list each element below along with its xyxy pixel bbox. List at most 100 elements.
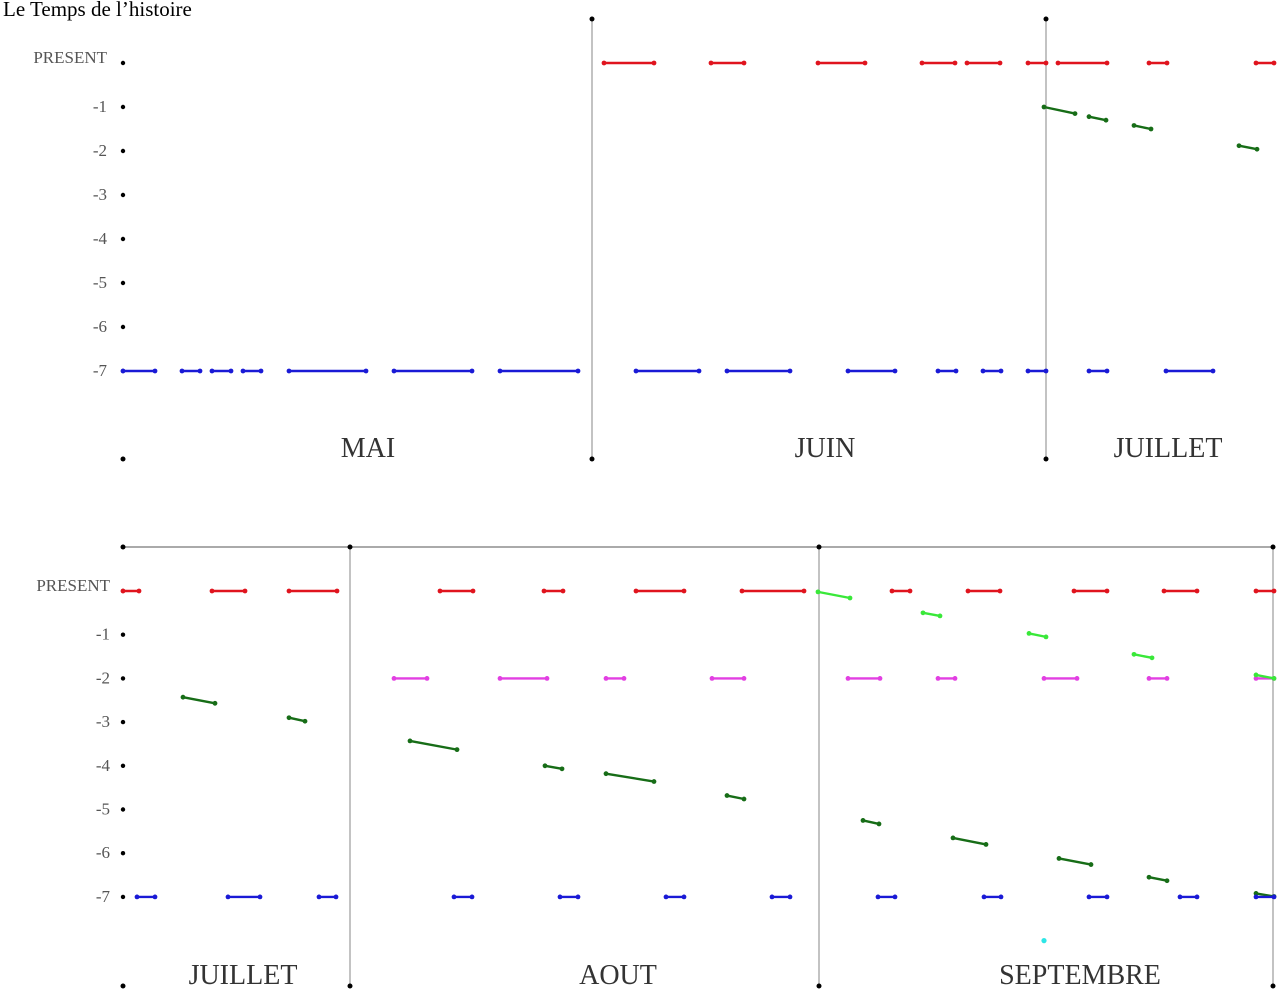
segment-endpoint — [815, 60, 821, 66]
segment-endpoint — [724, 793, 730, 798]
segment-endpoint — [197, 368, 203, 374]
segment-endpoint — [1271, 676, 1277, 681]
segment-endpoint — [1253, 672, 1259, 678]
segment-endpoint — [787, 894, 793, 900]
segment-endpoint — [1148, 126, 1154, 132]
segment-endpoint — [935, 368, 941, 374]
segment-endpoint — [559, 766, 565, 772]
segment-endpoint — [1177, 894, 1183, 900]
level-label: -5 — [96, 800, 110, 819]
timeline-segment-green — [1057, 857, 1093, 866]
segment-endpoint — [557, 894, 563, 900]
segment-endpoint — [952, 676, 958, 681]
segment-endpoint — [1146, 60, 1152, 66]
segment-endpoint — [815, 589, 821, 595]
segment-endpoint — [892, 894, 898, 900]
segment-endpoint — [1164, 60, 1170, 66]
segment-endpoint — [469, 368, 475, 374]
divider-top-dot — [1270, 544, 1276, 550]
segment-endpoint — [603, 771, 609, 777]
level-label: PRESENT — [33, 48, 107, 67]
segment-endpoint — [964, 60, 970, 66]
divider-bottom-dot — [347, 983, 353, 989]
segment-endpoint — [454, 747, 460, 753]
segment-endpoint — [1088, 862, 1094, 867]
divider-top-dot — [589, 16, 595, 22]
level-tick-dot — [120, 719, 126, 725]
timeline-segment-lightgreen — [921, 611, 942, 618]
level-label: -4 — [93, 229, 108, 248]
segment-endpoint — [541, 588, 547, 594]
month-label: JUILLET — [1114, 433, 1223, 464]
segment-endpoint — [391, 368, 397, 374]
segment-endpoint — [136, 588, 142, 594]
segment-endpoint — [1086, 368, 1092, 374]
segment-endpoint — [1131, 651, 1137, 657]
timeline-segment-lightgreen — [1254, 673, 1276, 680]
level-label: -3 — [96, 712, 110, 731]
level-label: -2 — [93, 141, 107, 160]
segment-endpoint — [845, 368, 851, 374]
level-label: -1 — [93, 97, 107, 116]
segment-endpoint — [258, 368, 264, 374]
segment-endpoint — [787, 368, 793, 374]
segment-endpoint — [1194, 588, 1200, 594]
timeline-segment-green — [1042, 105, 1077, 115]
segment-endpoint — [1236, 143, 1242, 149]
segment-endpoint — [575, 894, 581, 900]
divider-bottom-dot — [1043, 456, 1049, 462]
segment-endpoint — [1043, 368, 1049, 374]
segment-endpoint — [741, 796, 747, 802]
segment-endpoint — [1074, 676, 1080, 681]
segment-endpoint — [663, 894, 669, 900]
level-tick-dot — [120, 632, 126, 637]
segment-endpoint — [769, 894, 775, 900]
segment-endpoint — [709, 676, 715, 681]
segment-endpoint — [919, 60, 925, 66]
segment-endpoint — [179, 368, 185, 374]
level-label: -6 — [93, 317, 107, 336]
segment-endpoint — [1041, 676, 1047, 681]
segment-endpoint — [152, 368, 158, 374]
timeline-segment-green — [181, 695, 217, 705]
segment-endpoint — [1104, 60, 1110, 66]
segment-endpoint — [907, 588, 913, 594]
month-label: MAI — [341, 433, 395, 464]
segment-endpoint — [212, 700, 218, 706]
segment-endpoint — [560, 588, 566, 594]
segment-endpoint — [1271, 60, 1277, 66]
segment-endpoint — [1131, 123, 1137, 128]
segment-endpoint — [1055, 60, 1061, 66]
segment-endpoint — [363, 368, 369, 374]
segment-endpoint — [724, 368, 730, 374]
level-tick-dot — [120, 894, 126, 900]
segment-endpoint — [497, 676, 503, 681]
segment-endpoint — [741, 676, 747, 681]
segment-endpoint — [1253, 588, 1259, 594]
segment-endpoint — [1025, 60, 1031, 66]
segment-endpoint — [242, 588, 248, 594]
level-tick-dot — [120, 807, 126, 812]
segment-endpoint — [937, 613, 943, 619]
level-label: -3 — [93, 185, 107, 204]
axis-end-dot — [120, 983, 126, 989]
segment-endpoint — [651, 779, 657, 784]
segment-endpoint — [877, 676, 883, 681]
segment-endpoint — [998, 368, 1004, 374]
segment-endpoint — [997, 588, 1003, 594]
segment-endpoint — [316, 894, 322, 900]
segment-endpoint — [1041, 104, 1047, 110]
segment-endpoint — [920, 610, 926, 616]
segment-endpoint — [983, 842, 989, 847]
point-cyan — [1041, 938, 1047, 944]
segment-endpoint — [950, 835, 956, 841]
segment-endpoint — [334, 588, 340, 594]
timeline-segment-green — [1132, 124, 1153, 131]
segment-endpoint — [134, 894, 140, 900]
segment-endpoint — [1254, 146, 1260, 152]
segment-endpoint — [708, 60, 714, 66]
timeline-segment-lightgreen — [1027, 632, 1048, 639]
segment-endpoint — [847, 595, 853, 601]
segment-endpoint — [152, 894, 158, 900]
month-label: JUIN — [795, 433, 856, 464]
